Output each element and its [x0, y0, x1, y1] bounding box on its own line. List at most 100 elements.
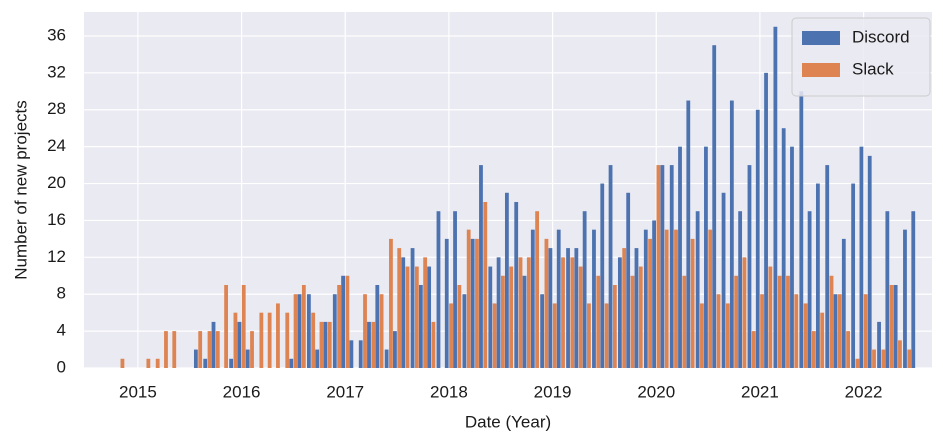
bar — [617, 257, 622, 368]
bar — [604, 303, 609, 368]
bar — [825, 165, 830, 368]
bar — [462, 294, 467, 368]
bar — [215, 331, 220, 368]
bar — [514, 201, 519, 368]
bar — [301, 284, 306, 368]
bar — [855, 358, 860, 368]
bar — [444, 238, 449, 368]
bar — [734, 275, 739, 368]
bar — [889, 284, 894, 368]
bar — [293, 294, 298, 368]
bar — [297, 294, 302, 368]
bar — [708, 229, 713, 368]
bar — [358, 340, 363, 368]
bar — [837, 294, 842, 368]
bar — [678, 146, 682, 368]
bar — [198, 331, 203, 368]
bar — [479, 165, 483, 368]
bar — [164, 331, 168, 368]
bar — [475, 238, 479, 368]
bar — [643, 229, 648, 368]
bar — [815, 183, 820, 368]
bar — [903, 229, 907, 368]
y-tick-label: 24 — [47, 136, 66, 155]
x-tick-label: 2017 — [326, 382, 364, 401]
bar — [427, 266, 432, 368]
x-tick-label: 2016 — [223, 382, 261, 401]
bar — [777, 275, 782, 368]
bar — [371, 321, 376, 368]
y-tick-label: 4 — [57, 321, 66, 340]
bar — [548, 248, 553, 368]
bar — [405, 266, 410, 368]
bar — [552, 303, 557, 368]
bar — [872, 349, 876, 368]
bar — [229, 358, 234, 368]
bar — [578, 266, 583, 368]
bar — [276, 303, 280, 368]
bar — [686, 100, 691, 369]
bar — [397, 248, 402, 368]
bar — [656, 165, 661, 368]
y-tick-label: 16 — [47, 210, 66, 229]
bar — [755, 109, 760, 368]
bar — [375, 284, 380, 368]
bar — [700, 303, 704, 368]
legend-swatch — [802, 63, 840, 77]
bar — [561, 257, 565, 368]
bar — [306, 294, 311, 368]
bar — [751, 331, 756, 368]
bar — [504, 192, 509, 368]
bar — [496, 257, 501, 368]
bar — [863, 294, 868, 368]
bar — [877, 321, 881, 368]
x-tick-label: 2019 — [534, 382, 572, 401]
bar — [535, 211, 540, 368]
bar — [363, 294, 367, 368]
bar — [540, 294, 545, 368]
bar — [211, 321, 216, 368]
bar — [449, 303, 453, 368]
bar — [267, 312, 272, 368]
y-tick-label: 32 — [47, 62, 66, 81]
bar — [582, 211, 587, 368]
bar — [393, 331, 397, 368]
bar — [630, 275, 635, 368]
bar — [764, 72, 768, 368]
bar — [245, 349, 250, 368]
bar — [911, 211, 916, 368]
bar — [652, 220, 656, 368]
bar — [885, 211, 890, 368]
legend-label: Discord — [852, 27, 910, 46]
y-tick-label: 8 — [57, 284, 66, 303]
bar — [893, 284, 898, 368]
bar — [786, 275, 790, 368]
bar — [146, 358, 151, 368]
bar — [418, 284, 423, 368]
bar — [341, 275, 345, 368]
bar — [509, 266, 514, 368]
bar — [669, 165, 674, 368]
y-tick-label: 28 — [47, 99, 66, 118]
bar — [203, 358, 208, 368]
x-tick-label: 2015 — [119, 382, 157, 401]
x-tick-label: 2018 — [430, 382, 468, 401]
y-axis-label: Number of new projects — [11, 100, 30, 280]
bar — [704, 146, 708, 368]
bar — [530, 229, 535, 368]
bar — [790, 146, 794, 368]
bar — [431, 321, 436, 368]
bar — [410, 248, 415, 368]
bar — [781, 128, 786, 368]
bar — [379, 294, 384, 368]
bar — [457, 284, 462, 368]
bar — [453, 211, 457, 368]
bar — [820, 312, 825, 368]
bar — [466, 229, 471, 368]
bar — [794, 294, 799, 368]
bar — [349, 340, 354, 368]
bar — [207, 331, 212, 368]
bar — [259, 312, 264, 368]
bar — [768, 266, 773, 368]
bar — [760, 294, 764, 368]
